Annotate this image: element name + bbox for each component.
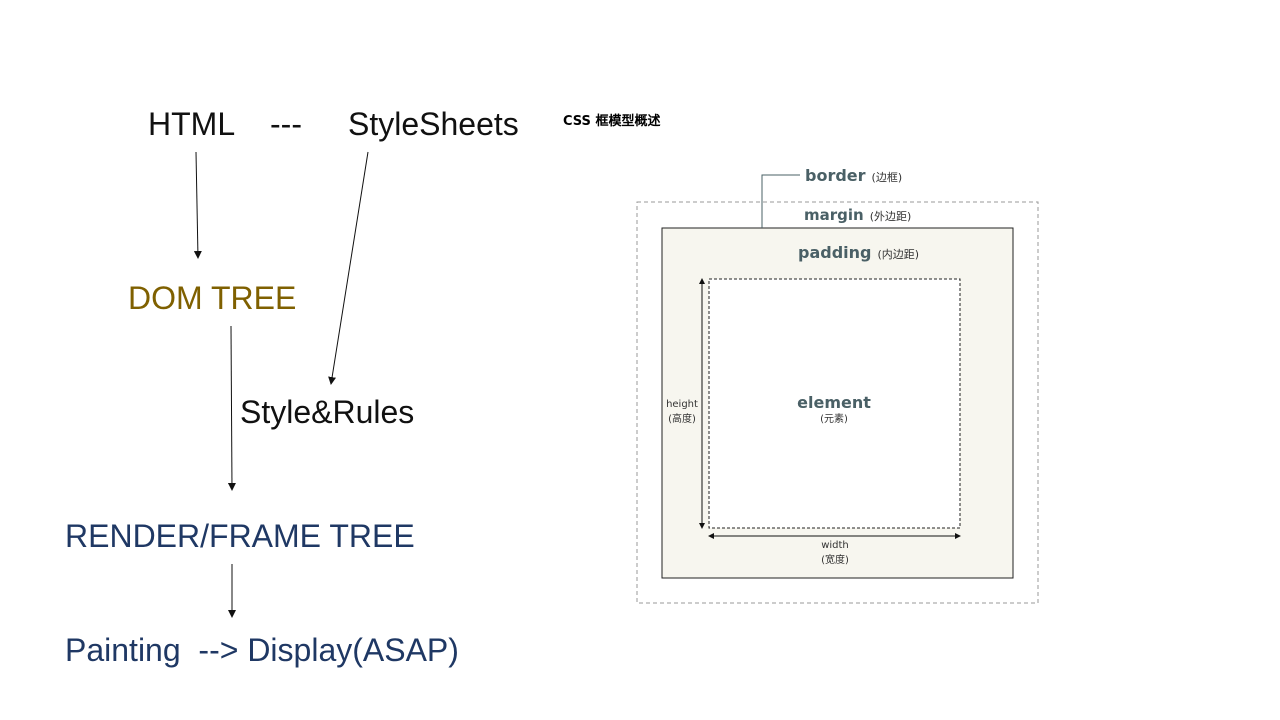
height-label: height (高度) <box>666 399 698 425</box>
border-label: border (边框) <box>805 166 903 185</box>
margin-box <box>636 201 1039 604</box>
border-callout <box>761 174 800 228</box>
label-stylesheets: StyleSheets <box>348 106 519 142</box>
box-model-title: CSS 框模型概述 <box>563 114 661 129</box>
arrow-stylesheets-to-rules <box>328 151 369 385</box>
label-render-tree: RENDER/FRAME TREE <box>65 518 415 554</box>
arrow-dom-to-render <box>227 325 236 491</box>
label-html: HTML <box>148 106 236 142</box>
label-style-rules: Style&Rules <box>240 394 415 430</box>
arrow-html-to-dom <box>193 151 202 259</box>
padding-label: padding (内边距) <box>798 243 920 262</box>
element-label: element (元素) <box>797 393 871 425</box>
margin-label: margin (外边距) <box>804 206 912 224</box>
label-separator: --- <box>270 106 302 142</box>
label-dom-tree: DOM TREE <box>128 280 297 316</box>
content-box <box>708 278 961 529</box>
label-painting: Painting --> Display(ASAP) <box>65 632 459 668</box>
width-label: width (宽度) <box>821 540 849 566</box>
